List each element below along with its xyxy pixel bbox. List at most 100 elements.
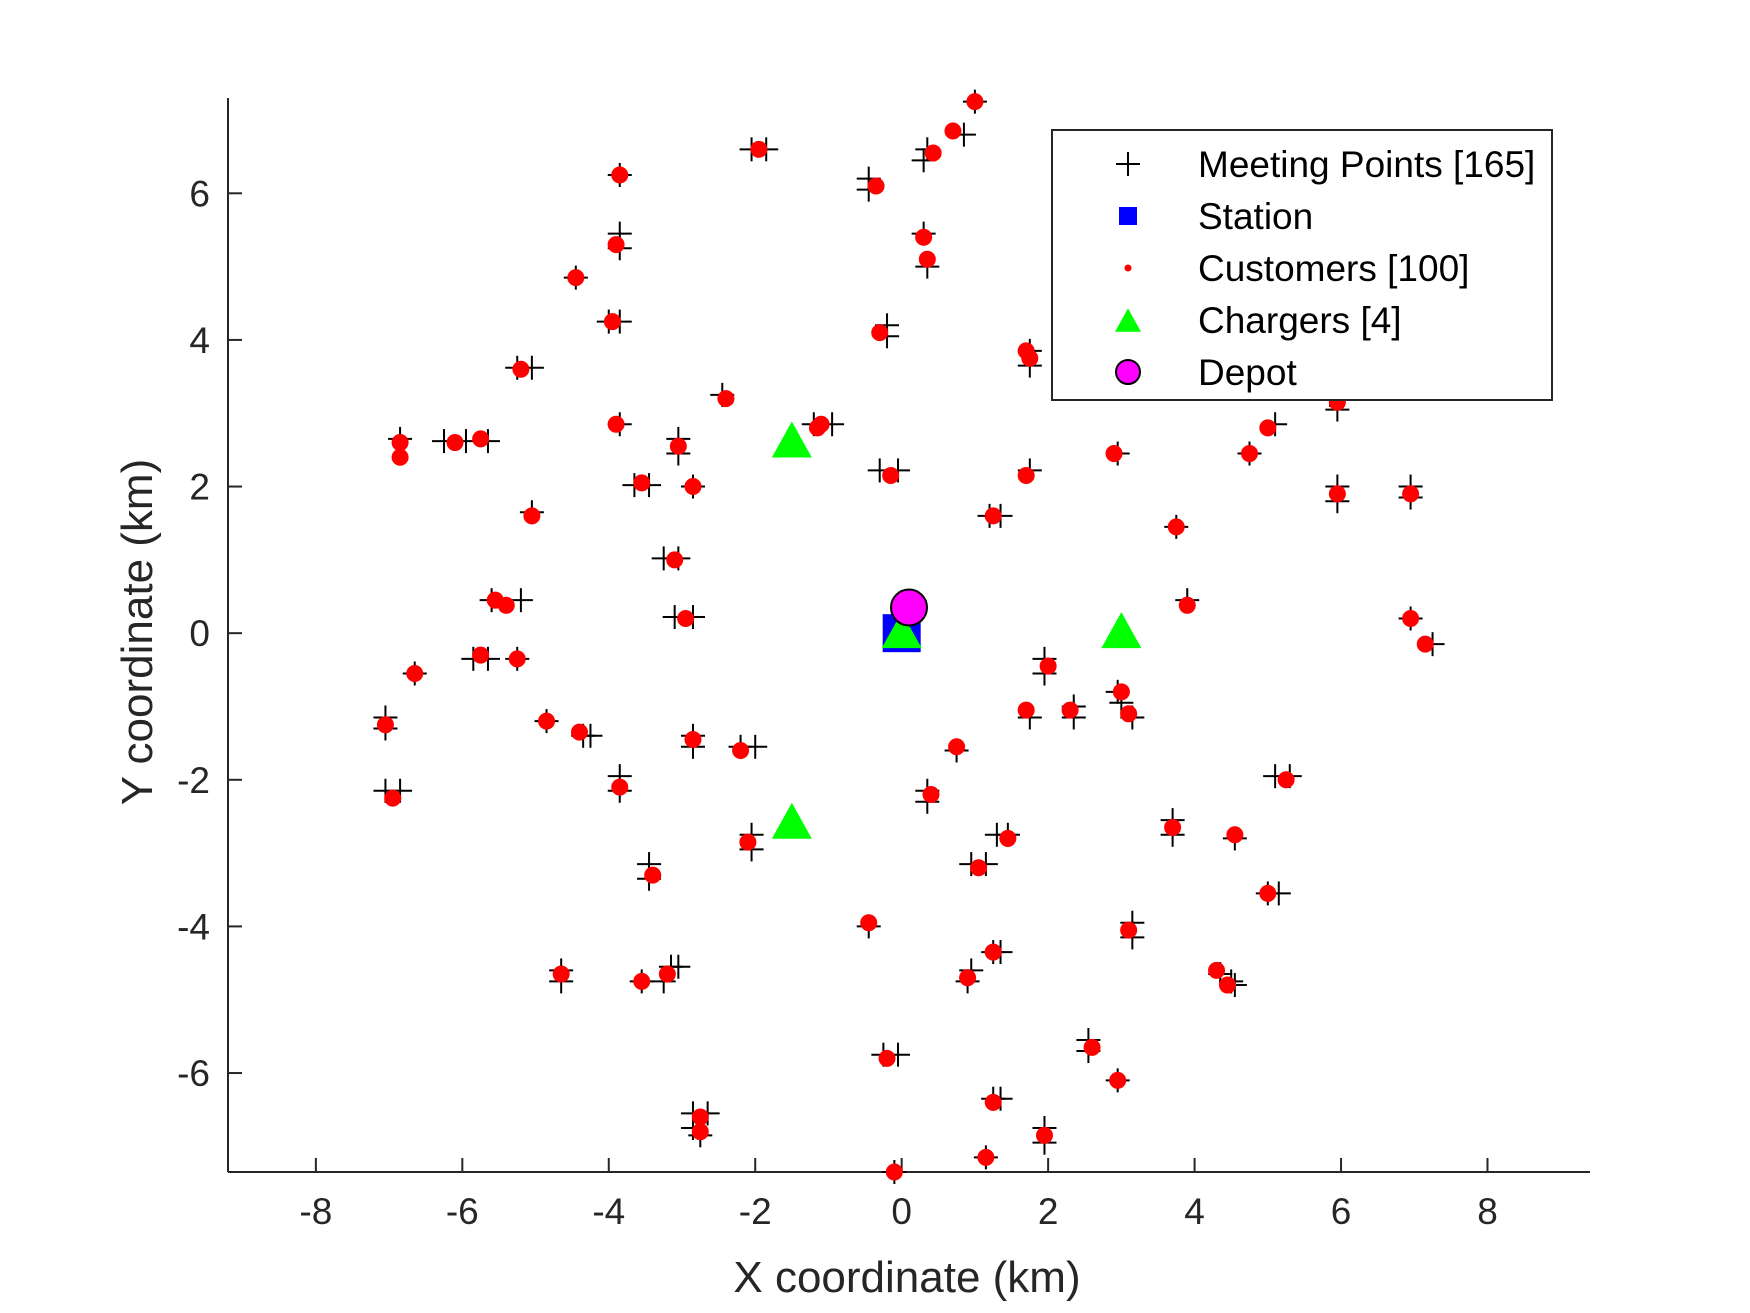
customer-point [1219,976,1237,994]
customer-point [867,177,885,195]
customer-point [885,1163,903,1181]
customer-point [871,324,889,342]
customer-point [1061,701,1079,719]
charger-point [771,802,812,839]
customer-point [406,664,424,682]
x-tick-label: 8 [1477,1191,1498,1232]
customer-point [691,1108,709,1126]
customer-point [684,478,702,496]
customer-point [882,467,900,485]
x-tick-label: 2 [1038,1191,1059,1232]
customer-point [644,866,662,884]
customer-point [732,741,750,759]
customer-point [1120,705,1138,723]
legend-label: Station [1198,196,1313,237]
legend-circle-icon [1115,359,1141,385]
customer-point [918,250,936,268]
customer-point [966,93,984,111]
x-tick-label: -4 [592,1191,625,1232]
y-tick-label: 4 [189,320,210,361]
customer-point [1017,467,1035,485]
x-tick-label: -2 [739,1191,772,1232]
legend-square-icon [1119,207,1137,225]
customer-point [684,730,702,748]
customer-point [1083,1038,1101,1056]
customer-point [1277,771,1295,789]
customer-point [391,434,409,452]
customer-point [666,551,684,569]
customers-series [376,93,1434,1181]
customer-point [538,712,556,730]
customer-point [567,269,585,287]
depot-point [890,588,928,627]
legend-label: Customers [100] [1198,248,1469,289]
y-tick-label: 6 [189,173,210,214]
customer-point [376,716,394,734]
axes: -8 -6 -4 -2 0 2 4 6 8 -6 -4 -2 0 2 4 6 [177,98,1590,1232]
customer-point [508,650,526,668]
legend-label: Meeting Points [165] [1198,144,1535,185]
depot-series [890,588,928,627]
legend-label: Depot [1198,352,1297,393]
customer-point [808,419,826,437]
customer-point [384,789,402,807]
legend-entry-depot: Depot [1115,352,1297,393]
x-axis-label: X coordinate (km) [733,1253,1080,1302]
customer-point [944,122,962,140]
customer-point [999,829,1017,847]
legend-plus-icon [1116,152,1140,176]
customer-point [878,1049,896,1067]
x-tick-label: -6 [446,1191,479,1232]
customer-point [915,228,933,246]
legend-label: Chargers [4] [1198,300,1402,341]
y-tick-label: -2 [177,760,210,801]
charger-point [1101,612,1142,649]
x-tick-label: -8 [299,1191,332,1232]
customer-point [658,965,676,983]
customer-point [446,434,464,452]
customer-point [1259,884,1277,902]
customer-point [984,943,1002,961]
y-tick-label: 2 [189,467,210,508]
customer-point [677,610,695,628]
legend: Meeting Points [165] Station Customers [10… [1051,129,1553,401]
y-tick-label: 0 [189,613,210,654]
customer-point [948,738,966,756]
legend-entry-chargers: Chargers [4] [1115,300,1402,341]
customer-point [860,914,878,932]
customer-point [1328,485,1346,503]
customer-point [977,1148,995,1166]
customer-point [1164,818,1182,836]
charger-point [771,421,812,458]
legend-dot-icon [1124,264,1132,272]
customer-point [1241,445,1258,463]
customer-point [1416,635,1434,653]
customer-point [1039,657,1057,675]
legend-entry-station: Station [1119,196,1313,237]
customer-point [739,833,757,851]
chargers-series [771,421,1142,839]
customer-point [472,646,490,664]
customer-point [1105,445,1123,463]
customer-point [1402,610,1420,628]
customer-point [1226,826,1244,844]
legend-box [1051,129,1553,401]
customer-point [552,965,570,983]
y-tick-label: -4 [177,906,210,947]
y-axis-label: Y coordinate (km) [113,459,162,805]
customer-point [1109,1071,1127,1089]
customer-point [611,166,629,184]
customer-point [570,723,588,741]
customer-point [1208,961,1226,979]
customer-point [1112,683,1130,701]
legend-triangle-icon [1115,308,1141,332]
customer-point [497,596,515,614]
customer-point [924,144,942,162]
customer-point [750,140,768,158]
customer-point [970,859,988,877]
customer-point [603,313,621,331]
customer-point [922,785,940,803]
customer-point [1402,485,1420,503]
customer-point [607,236,625,254]
